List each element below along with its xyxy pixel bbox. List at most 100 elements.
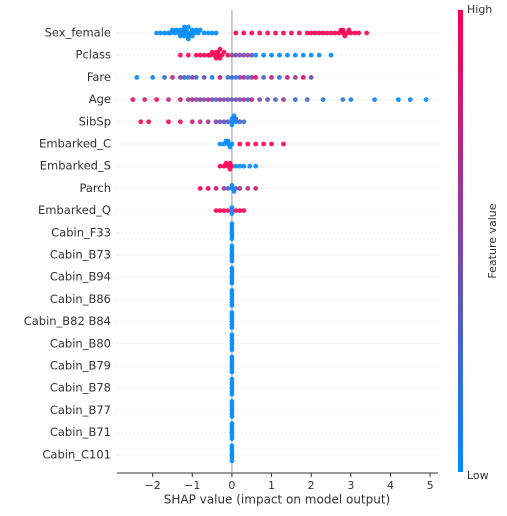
- point: [241, 52, 247, 58]
- point: [229, 354, 235, 360]
- y-tick-label: Cabin_B86: [50, 292, 111, 306]
- point: [185, 36, 191, 42]
- colorbar-label: Feature value: [486, 203, 499, 278]
- point: [241, 119, 247, 125]
- point: [229, 391, 235, 397]
- point: [245, 75, 251, 80]
- point: [249, 30, 255, 36]
- point: [304, 97, 310, 102]
- point: [237, 52, 243, 58]
- point: [352, 30, 358, 36]
- point: [229, 310, 235, 315]
- point: [247, 163, 253, 169]
- point: [237, 186, 243, 191]
- y-tick-label: Embarked_C: [39, 137, 111, 151]
- y-tick-label: Cabin_B94: [50, 270, 111, 284]
- point: [229, 347, 235, 353]
- point: [265, 30, 270, 36]
- point: [213, 97, 219, 102]
- point: [221, 208, 227, 214]
- x-tick-label: 5: [427, 479, 434, 492]
- point: [356, 30, 362, 36]
- point: [170, 75, 175, 80]
- point: [205, 97, 211, 102]
- point: [229, 122, 235, 128]
- y-tick-label: Embarked_S: [40, 159, 111, 173]
- point: [316, 30, 322, 36]
- point: [193, 52, 199, 58]
- point: [261, 75, 267, 80]
- point: [209, 30, 215, 36]
- point: [253, 163, 259, 169]
- point: [328, 30, 334, 36]
- point: [205, 186, 211, 191]
- point: [229, 163, 235, 169]
- point: [273, 30, 278, 36]
- point: [253, 52, 259, 58]
- y-tick-label: Cabin_B73: [50, 248, 111, 262]
- point: [332, 30, 338, 36]
- point: [407, 97, 413, 102]
- point: [229, 183, 235, 188]
- point: [241, 97, 247, 102]
- point: [213, 119, 219, 125]
- point: [221, 49, 227, 55]
- point: [292, 52, 298, 58]
- y-tick-label: Cabin_B80: [50, 336, 111, 350]
- point: [229, 369, 235, 375]
- point: [269, 52, 274, 58]
- point: [229, 243, 235, 249]
- point: [193, 75, 199, 80]
- point: [372, 97, 377, 102]
- point: [423, 97, 429, 102]
- point: [257, 97, 263, 102]
- point: [233, 75, 239, 80]
- point: [308, 75, 314, 80]
- y-tick-label: Parch: [79, 181, 111, 195]
- point: [233, 30, 239, 36]
- point: [241, 30, 247, 36]
- point: [348, 97, 354, 102]
- x-tick-label: 2: [308, 479, 315, 492]
- y-tick-label: Cabin_B71: [50, 425, 111, 439]
- x-tick-label: 0: [228, 479, 235, 492]
- point: [395, 97, 401, 102]
- point: [217, 141, 223, 147]
- point: [320, 97, 326, 102]
- point: [225, 52, 231, 58]
- point: [233, 97, 239, 102]
- point: [225, 186, 231, 191]
- point: [162, 30, 167, 36]
- point: [201, 30, 207, 36]
- point: [205, 30, 211, 36]
- point: [217, 119, 223, 125]
- colorbar-low: Low: [467, 469, 489, 482]
- point: [213, 186, 219, 191]
- point: [229, 141, 235, 147]
- point: [257, 30, 263, 36]
- point: [233, 186, 239, 191]
- point: [225, 208, 231, 214]
- point: [292, 97, 298, 102]
- point: [193, 97, 199, 102]
- point: [300, 52, 306, 58]
- point: [217, 208, 223, 214]
- y-tick-label: Cabin_B78: [50, 381, 111, 395]
- point: [134, 75, 140, 80]
- point: [209, 97, 215, 102]
- point: [209, 75, 215, 80]
- point: [261, 52, 267, 58]
- point: [229, 414, 235, 419]
- point: [225, 138, 231, 144]
- point: [189, 119, 195, 125]
- point: [185, 75, 191, 80]
- point: [340, 97, 346, 102]
- x-tick-label: −1: [184, 479, 200, 492]
- point: [229, 236, 235, 242]
- point: [229, 205, 235, 211]
- point: [181, 75, 187, 80]
- point: [229, 75, 235, 80]
- point: [217, 163, 223, 169]
- point: [217, 97, 223, 102]
- point: [364, 30, 370, 36]
